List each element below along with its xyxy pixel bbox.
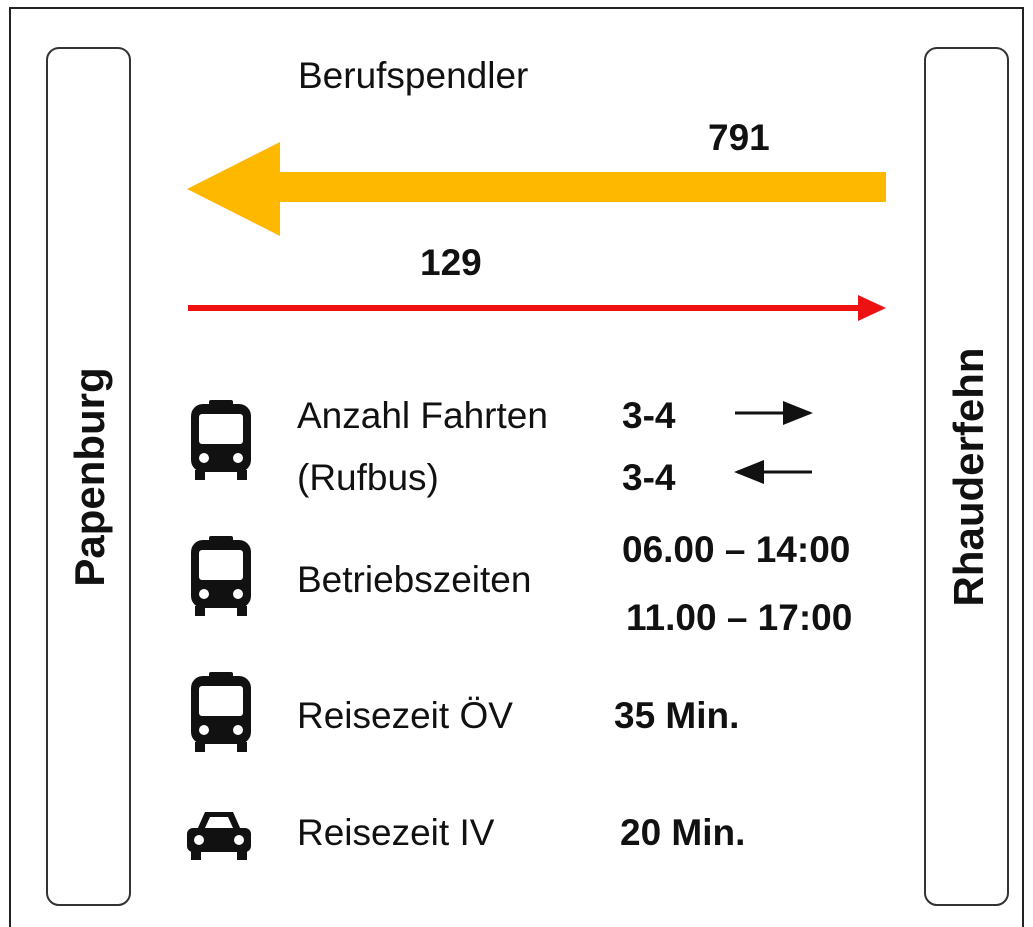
flow-value: 791 [708, 117, 770, 158]
left-box [46, 47, 131, 906]
row-value: 11.00 – 17:00 [626, 597, 852, 638]
row-label: Reisezeit ÖV [297, 695, 513, 736]
row-label: Betriebszeiten [297, 559, 531, 600]
row-label: Anzahl Fahrten [297, 395, 548, 436]
flow-arrow-left [187, 142, 886, 236]
row-value: 3-4 [622, 395, 676, 436]
bus-icon [191, 400, 251, 480]
row-label: Reisezeit IV [297, 812, 495, 853]
row-label: (Rufbus) [297, 457, 439, 498]
frame [9, 7, 1024, 927]
left-place: Papenburg [66, 367, 113, 586]
right-box [924, 47, 1009, 906]
row-value: 35 Min. [614, 695, 739, 736]
car-icon [187, 812, 251, 860]
title: Berufspendler [298, 55, 528, 96]
row-value: 06.00 – 14:00 [622, 529, 850, 570]
flow-arrow-right [188, 295, 886, 321]
flow-value: 129 [420, 242, 482, 283]
row-value: 20 Min. [620, 812, 745, 853]
bus-icon [191, 672, 251, 752]
right-place: Rhauderfehn [945, 347, 992, 606]
row-value: 3-4 [622, 457, 676, 498]
bus-icon [191, 536, 251, 616]
